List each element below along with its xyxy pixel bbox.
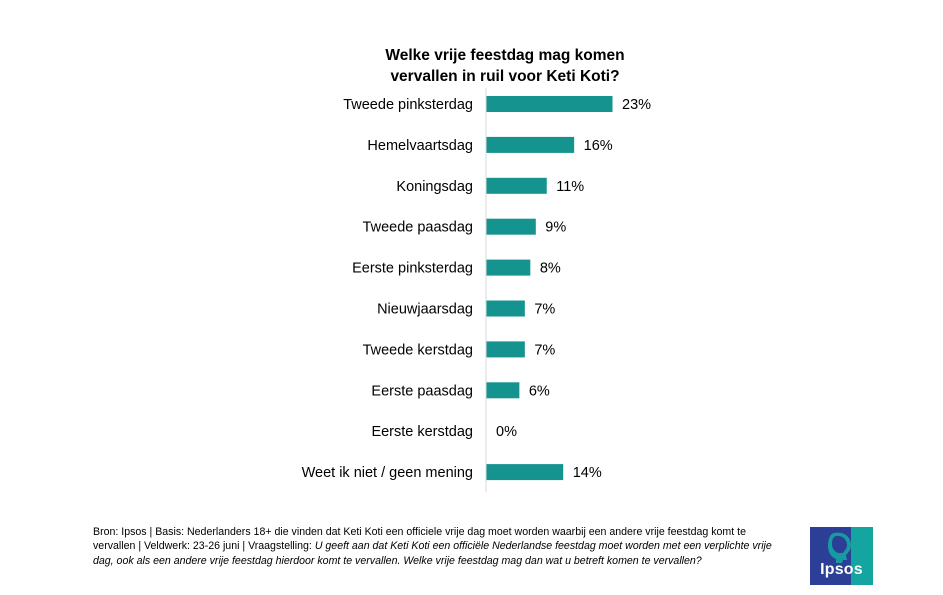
category-label: Tweede kerstdag <box>363 342 473 358</box>
category-label: Hemelvaartsdag <box>367 138 473 154</box>
footnote-question: U geeft aan dat Keti Koti een officiële … <box>93 540 772 567</box>
bar <box>486 382 520 399</box>
data-label: 8% <box>540 261 561 277</box>
bar <box>486 300 525 317</box>
category-label: Eerste pinksterdag <box>352 261 473 277</box>
bar <box>486 464 564 481</box>
chart-title-line-1: Welke vrije feestdag mag komen <box>385 47 625 64</box>
logo-head-icon <box>828 532 851 563</box>
category-label: Eerste kerstdag <box>371 424 473 440</box>
logo-wordmark: Ipsos <box>820 561 863 578</box>
category-label: Nieuwjaarsdag <box>377 302 473 318</box>
category-label: Koningsdag <box>396 179 473 195</box>
bar <box>486 177 547 194</box>
data-label: 16% <box>584 138 613 154</box>
data-label: 23% <box>622 97 651 113</box>
bar <box>486 96 613 112</box>
category-label: Eerste paasdag <box>371 383 473 399</box>
category-label: Weet ik niet / geen mening <box>302 465 473 481</box>
bar <box>486 259 531 276</box>
bar-chart: Tweede pinksterdag 23% Hemelvaartsdag 16% Ko… <box>302 88 651 492</box>
category-label: Tweede paasdag <box>363 220 473 236</box>
bar <box>486 136 575 153</box>
logo-teal-band <box>851 527 873 585</box>
footnote-text: Bron: Ipsos | Basis: Nederlanders 18+ di… <box>93 526 746 553</box>
data-label: 9% <box>545 220 566 236</box>
bar <box>486 218 536 235</box>
data-label: 0% <box>496 424 517 440</box>
bar <box>486 341 525 358</box>
chart-title-line-2: vervallen in ruil voor Keti Koti? <box>390 68 620 85</box>
data-label: 14% <box>573 465 602 481</box>
source-footnote: Bron: Ipsos | Basis: Nederlanders 18+ di… <box>93 525 783 568</box>
data-label: 7% <box>534 302 555 318</box>
data-label: 6% <box>529 383 550 399</box>
chart-title: Welke vrije feestdag mag komen vervallen… <box>300 45 710 87</box>
ipsos-logo: Ipsos <box>810 527 873 585</box>
data-label: 7% <box>534 342 555 358</box>
data-label: 11% <box>556 179 584 195</box>
category-label: Tweede pinksterdag <box>343 97 473 113</box>
